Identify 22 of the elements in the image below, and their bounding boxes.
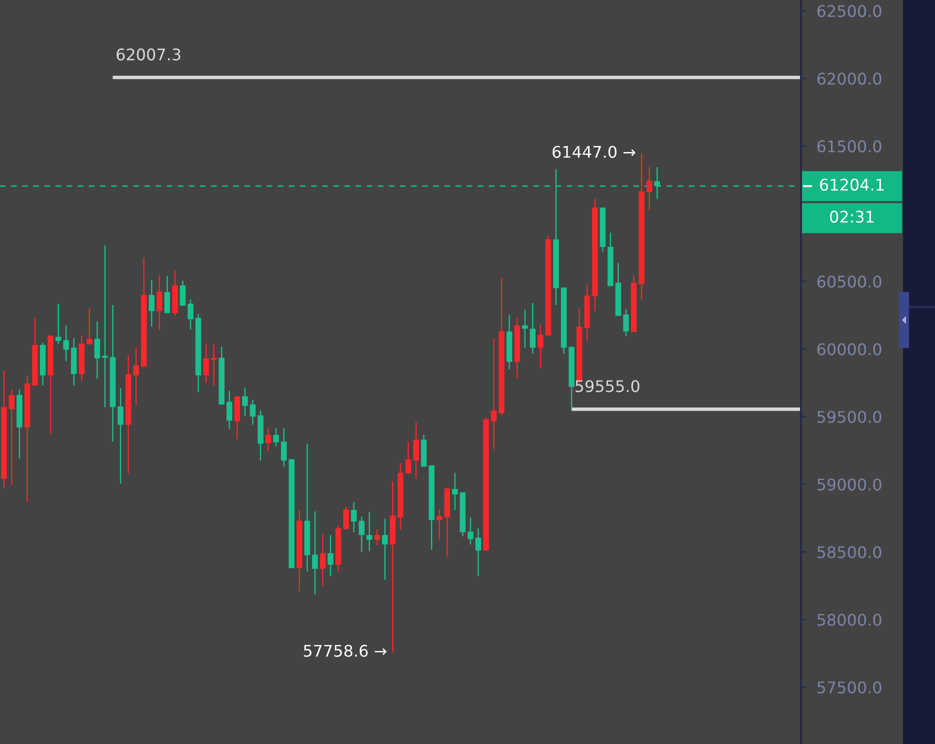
y-tick-label: 57500.0 bbox=[818, 681, 882, 694]
text: 02:31 bbox=[830, 210, 874, 223]
candlestick bbox=[475, 528, 482, 576]
candlestick bbox=[8, 390, 15, 485]
y-tick-label: 58000.0 bbox=[818, 614, 882, 626]
candlestick bbox=[55, 304, 62, 344]
ref-line-label: 61204.1 bbox=[820, 178, 884, 191]
y-tick-label: 59500.0 bbox=[818, 410, 882, 423]
y-tick-label: 60500.0 bbox=[817, 276, 882, 288]
annotation: 61447.0 → bbox=[552, 146, 636, 158]
y-tick-label: 59000.0 bbox=[818, 478, 882, 491]
y-tick-label: 60000.0 bbox=[817, 343, 882, 356]
candlestick bbox=[390, 482, 396, 652]
y-tick-label: 58500.0 bbox=[818, 546, 882, 558]
y-tick-label: 61500.0 bbox=[817, 140, 882, 152]
candlestick bbox=[304, 444, 310, 572]
y-tick-label: 62000.0 bbox=[817, 72, 882, 85]
ref-line-label: 62007.3 bbox=[116, 48, 180, 60]
candlestick bbox=[490, 338, 497, 450]
annotation: 57758.6 → bbox=[304, 644, 386, 657]
y-tick-label: 62500.0 bbox=[817, 5, 882, 18]
ref-line-label: 59555.0 bbox=[576, 380, 640, 392]
